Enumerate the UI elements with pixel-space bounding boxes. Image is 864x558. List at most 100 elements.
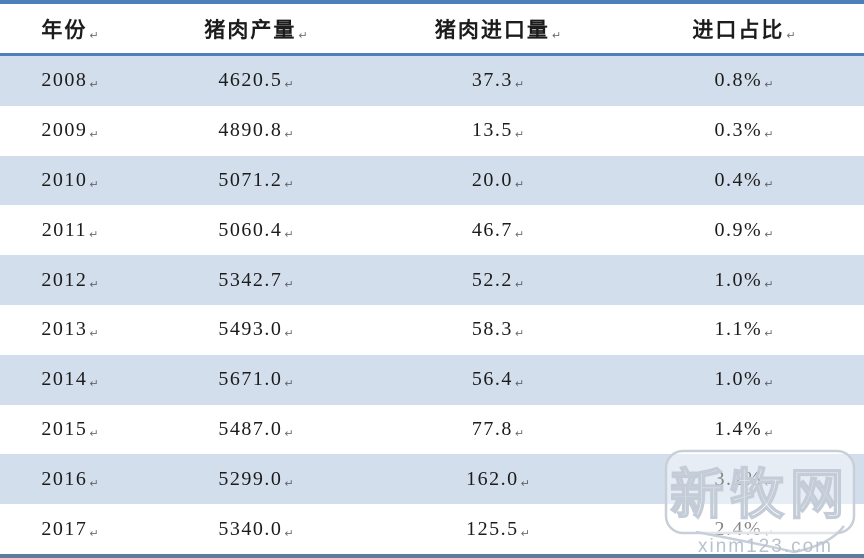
- cell-imports: 162.0 ↵: [372, 468, 624, 491]
- share-value: 1.1%: [714, 318, 763, 341]
- share-value: 0.8%: [714, 69, 763, 92]
- cell-imports: 56.4 ↵: [372, 368, 624, 391]
- cell-year: 2017 ↵: [0, 518, 140, 541]
- paragraph-mark-icon: ↵: [89, 227, 99, 241]
- share-value: 0.3%: [714, 119, 763, 142]
- paragraph-mark-icon: ↵: [89, 476, 99, 490]
- cell-share: 0.8% ↵: [624, 69, 864, 92]
- cell-production: 5071.2 ↵: [140, 169, 372, 192]
- paragraph-mark-icon: ↵: [298, 28, 308, 42]
- paragraph-mark-icon: ↵: [514, 227, 525, 241]
- column-header-year-label: 年份: [41, 17, 88, 42]
- cell-imports: 46.7 ↵: [372, 219, 624, 242]
- table-row-2016: 2016 ↵ 5299.0 ↵ 162.0 ↵ 3.1% ↵: [0, 454, 864, 505]
- cell-production: 4890.8 ↵: [140, 119, 372, 142]
- table-row-2015: 2015 ↵ 5487.0 ↵ 77.8 ↵ 1.4% ↵: [0, 405, 864, 455]
- paragraph-mark-icon: ↵: [514, 426, 525, 440]
- production-value: 5487.0: [218, 417, 283, 440]
- paragraph-mark-icon: ↵: [520, 476, 530, 490]
- share-value: 2.4%: [714, 517, 763, 540]
- cell-imports: 58.3 ↵: [372, 318, 624, 341]
- year-value: 2009: [41, 119, 88, 142]
- paragraph-mark-icon: ↵: [514, 277, 525, 291]
- share-value: 0.4%: [714, 168, 763, 191]
- cell-year: 2016 ↵: [0, 468, 140, 491]
- paragraph-mark-icon: ↵: [514, 177, 525, 191]
- production-value: 5671.0: [218, 368, 283, 391]
- column-header-production: 猪肉产量 ↵: [140, 14, 372, 44]
- cell-production: 5493.0 ↵: [140, 318, 372, 341]
- year-value: 2012: [41, 268, 88, 291]
- production-value: 5340.0: [218, 517, 283, 540]
- table-header-row: 年份 ↵ 猪肉产量 ↵ 猪肉进口量 ↵ 进口占比 ↵: [0, 4, 864, 56]
- paragraph-mark-icon: ↵: [520, 526, 530, 540]
- cell-production: 5487.0 ↵: [140, 418, 372, 441]
- table-row-2012: 2012 ↵ 5342.7 ↵ 52.2 ↵ 1.0% ↵: [0, 255, 864, 305]
- cell-share: 0.9% ↵: [624, 219, 864, 242]
- paragraph-mark-icon: ↵: [764, 327, 774, 341]
- paragraph-mark-icon: ↵: [284, 128, 294, 142]
- cell-share: 1.0% ↵: [624, 368, 864, 391]
- table-row-2013: 2013 ↵ 5493.0 ↵ 58.3 ↵ 1.1% ↵: [0, 305, 864, 355]
- paragraph-mark-icon: ↵: [514, 327, 525, 341]
- paragraph-mark-icon: ↵: [284, 227, 294, 241]
- imports-value: 52.2: [471, 268, 513, 291]
- paragraph-mark-icon: ↵: [764, 476, 774, 490]
- table-row-2011: 2011 ↵ 5060.4 ↵ 46.7 ↵ 0.9% ↵: [0, 205, 864, 255]
- paragraph-mark-icon: ↵: [89, 277, 99, 291]
- cell-year: 2011 ↵: [0, 219, 140, 242]
- paragraph-mark-icon: ↵: [284, 78, 294, 92]
- cell-share: 2.4% ↵: [624, 518, 864, 541]
- production-value: 5060.4: [218, 218, 283, 241]
- cell-production: 5340.0 ↵: [140, 518, 372, 541]
- paragraph-mark-icon: ↵: [764, 277, 774, 291]
- table-row-2008: 2008 ↵ 4620.5 ↵ 37.3 ↵ 0.8% ↵: [0, 56, 864, 106]
- year-value: 2008: [41, 69, 88, 92]
- column-header-imports-label: 猪肉进口量: [434, 17, 550, 42]
- cell-year: 2012 ↵: [0, 269, 140, 292]
- cell-share: 3.1% ↵: [624, 468, 864, 491]
- cell-year: 2015 ↵: [0, 418, 140, 441]
- paragraph-mark-icon: ↵: [284, 177, 294, 191]
- year-value: 2016: [41, 467, 88, 490]
- table-row-2010: 2010 ↵ 5071.2 ↵ 20.0 ↵ 0.4% ↵: [0, 155, 864, 206]
- paragraph-mark-icon: ↵: [284, 327, 294, 341]
- year-value: 2017: [41, 517, 88, 540]
- production-value: 4890.8: [218, 119, 283, 142]
- paragraph-mark-icon: ↵: [89, 377, 99, 391]
- share-value: 1.4%: [714, 417, 763, 440]
- table-row-2017: 2017 ↵ 5340.0 ↵ 125.5 ↵ 2.4% ↵: [0, 504, 864, 554]
- column-header-year: 年份 ↵: [0, 14, 140, 44]
- paragraph-mark-icon: ↵: [89, 28, 99, 42]
- paragraph-mark-icon: ↵: [786, 28, 796, 42]
- share-value: 1.0%: [714, 368, 763, 391]
- paragraph-mark-icon: ↵: [284, 526, 294, 540]
- table-row-2009: 2009 ↵ 4890.8 ↵ 13.5 ↵ 0.3% ↵: [0, 106, 864, 156]
- cell-production: 5299.0 ↵: [140, 468, 372, 491]
- paragraph-mark-icon: ↵: [284, 377, 294, 391]
- cell-imports: 20.0 ↵: [372, 169, 624, 192]
- cell-year: 2008 ↵: [0, 69, 140, 92]
- cell-share: 1.1% ↵: [624, 318, 864, 341]
- paragraph-mark-icon: ↵: [89, 78, 99, 92]
- share-value: 1.0%: [714, 268, 763, 291]
- cell-imports: 52.2 ↵: [372, 269, 624, 292]
- cell-imports: 125.5 ↵: [372, 518, 624, 541]
- paragraph-mark-icon: ↵: [89, 526, 99, 540]
- paragraph-mark-icon: ↵: [89, 128, 99, 142]
- cell-share: 0.4% ↵: [624, 169, 864, 192]
- paragraph-mark-icon: ↵: [764, 526, 774, 540]
- imports-value: 125.5: [466, 517, 519, 540]
- share-value: 3.1%: [714, 467, 763, 490]
- year-value: 2013: [41, 318, 88, 341]
- imports-value: 58.3: [471, 318, 513, 341]
- cell-year: 2009 ↵: [0, 119, 140, 142]
- paragraph-mark-icon: ↵: [89, 327, 99, 341]
- paragraph-mark-icon: ↵: [284, 476, 294, 490]
- paragraph-mark-icon: ↵: [284, 277, 294, 291]
- paragraph-mark-icon: ↵: [764, 78, 774, 92]
- paragraph-mark-icon: ↵: [764, 227, 774, 241]
- cell-production: 5060.4 ↵: [140, 219, 372, 242]
- cell-production: 5671.0 ↵: [140, 368, 372, 391]
- table-row-2014: 2014 ↵ 5671.0 ↵ 56.4 ↵ 1.0% ↵: [0, 354, 864, 405]
